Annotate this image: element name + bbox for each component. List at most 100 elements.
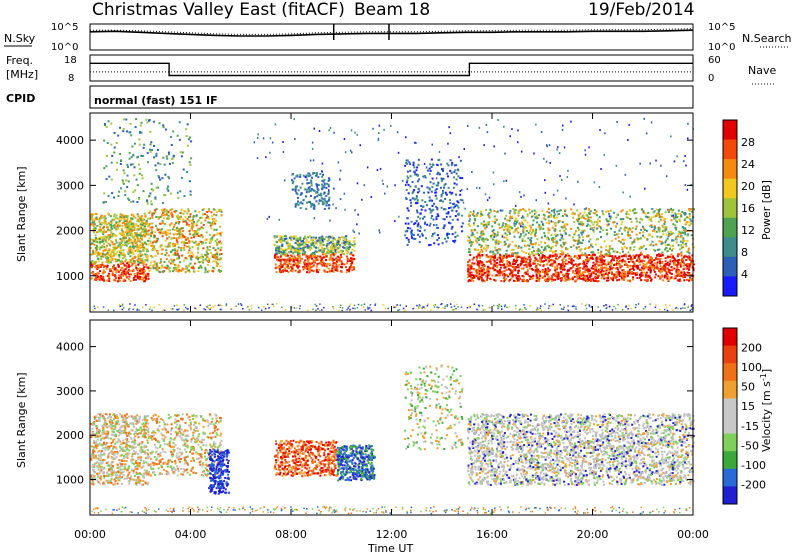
scatter-cell <box>195 224 198 227</box>
scatter-cell <box>180 249 183 252</box>
scatter-cell <box>564 241 567 244</box>
scatter-cell <box>560 277 563 279</box>
scatter-cell <box>310 182 313 185</box>
scatter-cell <box>505 265 508 268</box>
scatter-cell <box>171 214 174 217</box>
scatter-cell <box>475 237 478 240</box>
scatter-cell <box>553 216 556 219</box>
scatter-cell <box>575 268 578 270</box>
scatter-cell <box>319 192 322 195</box>
scatter-cell <box>306 182 309 185</box>
scatter-cell <box>602 229 605 232</box>
scatter-cell <box>559 233 562 236</box>
scatter-cell <box>351 261 354 264</box>
scatter-cell <box>108 175 111 178</box>
scatter-cell <box>127 252 130 255</box>
scatter-cell <box>418 178 421 181</box>
scatter-cell <box>126 226 129 229</box>
scatter-cell <box>333 258 336 261</box>
scatter-cell <box>146 202 149 205</box>
scatter-cell <box>612 275 615 278</box>
scatter-cell <box>111 218 114 221</box>
scatter-cell <box>168 232 171 235</box>
scatter-cell <box>125 225 128 228</box>
scatter-cell <box>348 241 351 244</box>
scatter-cell <box>136 225 139 228</box>
scatter-cell <box>442 177 445 180</box>
scatter-cell <box>583 263 586 266</box>
scatter-cell <box>302 240 304 242</box>
scatter-cell <box>113 226 116 229</box>
scatter-cell <box>484 238 487 241</box>
scatter-cell <box>126 215 129 217</box>
scatter-cell <box>141 219 144 222</box>
scatter-cell <box>156 229 159 231</box>
scatter-cell <box>647 275 649 278</box>
scatter-cell <box>493 263 496 266</box>
scatter-cell <box>435 188 438 191</box>
scatter-cell <box>352 266 355 269</box>
scatter-cell <box>206 246 209 249</box>
scatter-cell <box>453 202 456 205</box>
scatter-cell <box>338 237 341 240</box>
scatter-cell <box>172 253 175 256</box>
scatter-cell <box>309 189 312 192</box>
scatter-cell <box>544 246 547 249</box>
scatter-cell <box>319 236 322 239</box>
scatter-cell <box>561 278 564 281</box>
scatter-cell <box>139 247 142 250</box>
scatter-cell <box>549 255 552 258</box>
scatter-cell <box>92 262 95 265</box>
scatter-cell <box>322 203 325 206</box>
scatter-cell <box>328 198 331 201</box>
scatter-cell <box>315 236 318 239</box>
scatter-cell <box>654 249 656 252</box>
scatter-cell <box>486 277 489 279</box>
scatter-cell <box>350 253 353 256</box>
scatter-cell <box>200 234 203 237</box>
scatter-cell <box>653 270 656 273</box>
scatter-cell <box>315 242 318 245</box>
scatter-cell <box>506 234 509 237</box>
scatter-cell <box>107 212 110 215</box>
scatter-cell <box>622 250 624 253</box>
scatter-cell <box>146 225 149 228</box>
scatter-cell <box>326 250 329 253</box>
scatter-cell <box>679 279 682 282</box>
scatter-cell <box>133 256 136 259</box>
scatter-cell <box>340 256 343 259</box>
scatter-cell <box>134 275 137 278</box>
scatter-cell <box>437 243 440 246</box>
scatter-cell <box>692 269 695 272</box>
scatter-cell <box>589 216 592 219</box>
scatter-cell <box>139 259 142 262</box>
scatter-cell <box>522 223 525 226</box>
scatter-cell <box>112 266 115 269</box>
scatter-cell <box>162 210 164 213</box>
scatter-cell <box>121 257 124 260</box>
scatter-cell <box>144 235 147 238</box>
scatter-cell <box>630 260 633 263</box>
scatter-cell <box>102 252 104 255</box>
scatter-cell <box>155 224 158 227</box>
scatter-cell <box>127 262 130 265</box>
scatter-cell <box>511 217 514 220</box>
scatter-cell <box>470 264 473 267</box>
scatter-cell <box>287 265 289 267</box>
scatter-cell <box>322 173 324 176</box>
scatter-cell <box>328 250 331 253</box>
scatter-cell <box>353 258 356 261</box>
scatter-cell <box>449 199 452 202</box>
scatter-cell <box>510 264 513 267</box>
scatter-cell <box>636 237 639 240</box>
scatter-cell <box>150 188 153 191</box>
scatter-cell <box>413 166 416 169</box>
scatter-cell <box>516 219 519 222</box>
scatter-cell <box>104 200 107 203</box>
scatter-cell <box>639 237 642 240</box>
scatter-cell <box>207 221 210 224</box>
scatter-cell <box>544 248 547 251</box>
scatter-cell <box>564 210 566 213</box>
scatter-cell <box>127 197 130 200</box>
scatter-cell <box>514 260 517 263</box>
